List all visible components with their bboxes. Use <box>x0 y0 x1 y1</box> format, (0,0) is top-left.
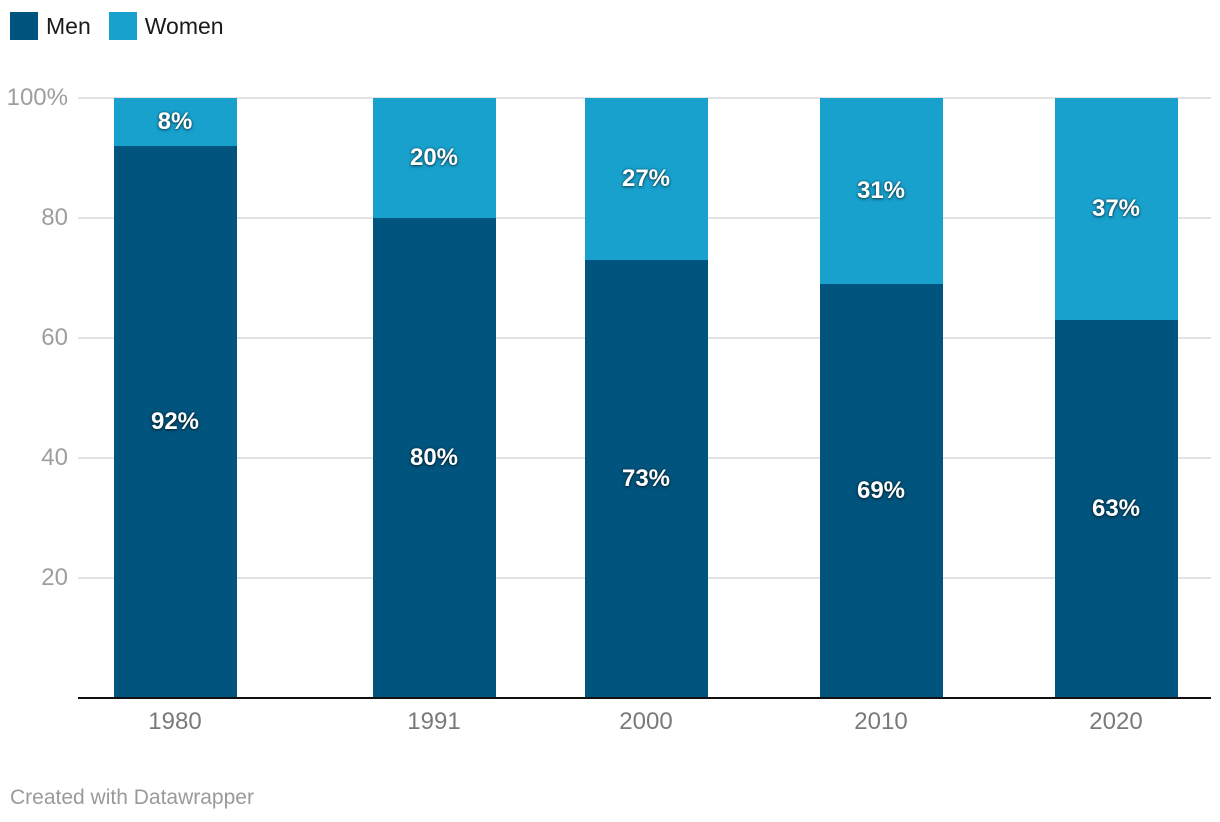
legend-label: Men <box>46 13 91 39</box>
bar-segment-men-2020[interactable]: 63% <box>1054 320 1178 698</box>
attribution-text: Created with Datawrapper <box>10 786 254 809</box>
x-axis-tick-label-2010: 2010 <box>854 708 908 735</box>
y-axis-tick-label: 20 <box>41 564 68 591</box>
bar-value-label-men: 63% <box>1091 495 1141 522</box>
bar-segment-women-2000[interactable]: 27% <box>584 98 708 260</box>
bar-value-label-women: 31% <box>856 177 906 204</box>
x-axis-tick-label-2000: 2000 <box>619 708 673 735</box>
y-axis-tick-label: 40 <box>41 444 68 471</box>
bar-value-label-women: 37% <box>1091 195 1141 222</box>
bar-value-label-men: 73% <box>621 465 671 492</box>
bar-value-label-women: 8% <box>157 108 193 135</box>
legend-swatch-men <box>10 12 38 40</box>
x-axis-tick-label-1980: 1980 <box>148 708 202 735</box>
bar-value-label-men: 92% <box>150 408 200 435</box>
bar-segment-men-2010[interactable]: 69% <box>819 284 943 698</box>
bar-segment-men-1991[interactable]: 80% <box>372 218 496 698</box>
bar-segment-women-1991[interactable]: 20% <box>372 98 496 218</box>
bar-segment-women-2020[interactable]: 37% <box>1054 98 1178 320</box>
bar-segment-women-1980[interactable]: 8% <box>113 98 237 146</box>
x-axis-tick-label-2020: 2020 <box>1089 708 1143 735</box>
bar-value-label-men: 80% <box>409 444 459 471</box>
bar-segment-women-2010[interactable]: 31% <box>819 98 943 284</box>
legend: Men Women <box>10 12 242 40</box>
y-axis-tick-label: 60 <box>41 324 68 351</box>
bar-value-label-men: 69% <box>856 477 906 504</box>
bar-value-label-women: 27% <box>621 165 671 192</box>
legend-swatch-women <box>108 12 137 40</box>
y-axis-tick-label: 100% <box>6 84 68 111</box>
legend-item-men: Men <box>10 12 91 40</box>
bar-segment-men-1980[interactable]: 92% <box>113 146 237 698</box>
x-axis-baseline <box>78 697 1211 699</box>
y-axis-tick-label: 80 <box>41 204 68 231</box>
bar-segment-men-2000[interactable]: 73% <box>584 260 708 698</box>
bar-value-label-women: 20% <box>409 144 459 171</box>
x-axis-tick-label-1991: 1991 <box>407 708 461 735</box>
legend-item-women: Women <box>108 12 224 40</box>
legend-label: Women <box>144 13 224 39</box>
